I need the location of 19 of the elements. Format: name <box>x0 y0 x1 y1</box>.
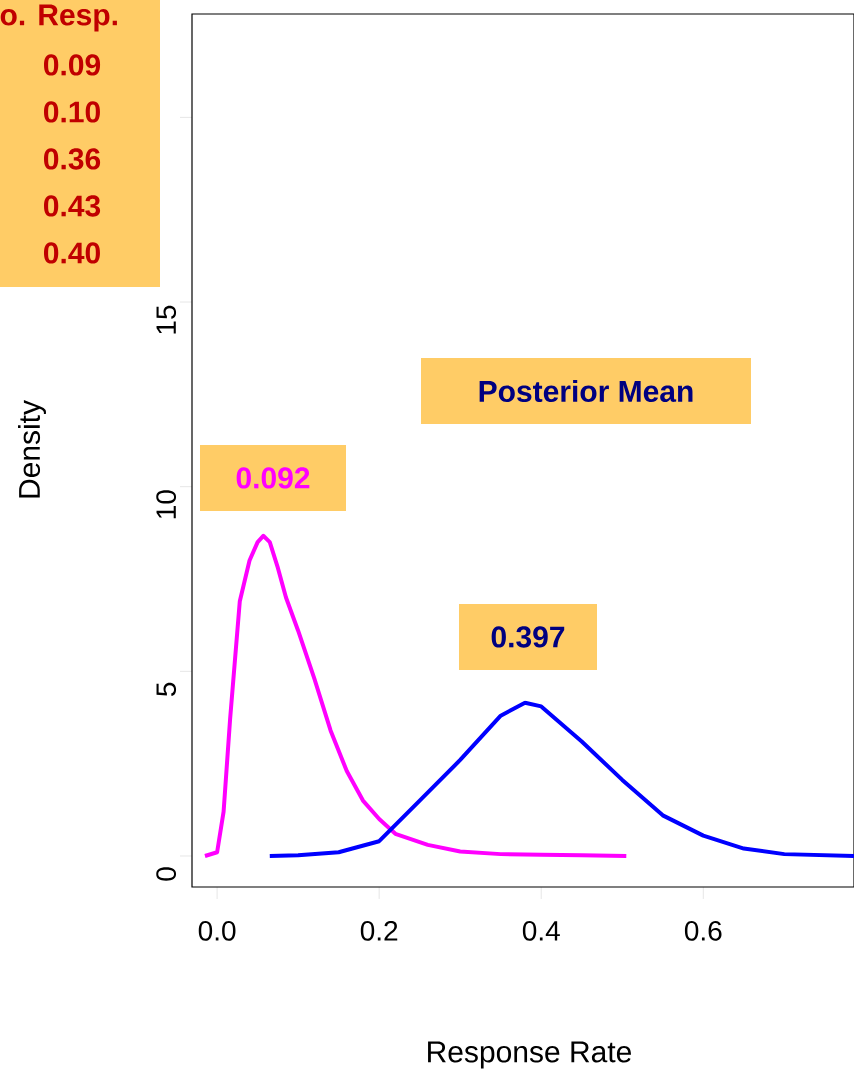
y-tick-label: 5 <box>156 682 177 696</box>
y-tick-label: 0 <box>156 867 177 881</box>
x-tick-label: 0.0 <box>198 920 236 941</box>
annotation: 0.397 <box>491 626 565 648</box>
text: 0.10 <box>44 101 100 123</box>
text: 0.40 <box>44 242 100 264</box>
x-tick-label: 0.4 <box>522 920 560 941</box>
text: 0.43 <box>44 195 101 217</box>
text: 0.36 <box>44 148 101 170</box>
text: o. Resp. <box>0 4 117 32</box>
annotation: 0.092 <box>236 467 310 489</box>
text: 0.09 <box>44 54 101 76</box>
y-tick-label: 15 <box>156 305 177 334</box>
x-tick-label: 0.2 <box>360 920 398 941</box>
x-tick-label: 0.6 <box>684 920 722 941</box>
x-axis-title: Response Rate <box>428 1041 631 1069</box>
y-axis-title: Density <box>18 400 46 498</box>
y-tick-label: 10 <box>156 490 177 519</box>
annotation: Posterior Mean <box>479 379 693 403</box>
